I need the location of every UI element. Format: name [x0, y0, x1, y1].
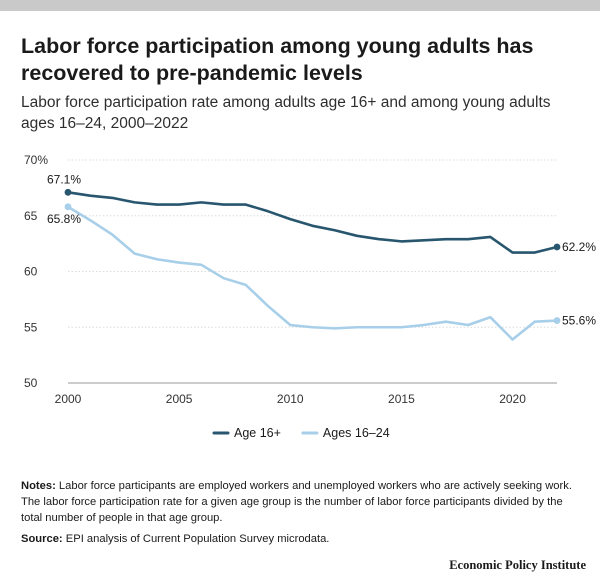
y-tick-label: 70% — [24, 153, 48, 167]
x-axis-ticks: 2000 2005 2010 2015 2020 — [55, 392, 527, 406]
x-tick-label: 2005 — [166, 392, 193, 406]
series-start-point-0 — [64, 188, 72, 196]
series-end-point-0 — [553, 243, 561, 251]
gridlines — [68, 159, 557, 384]
y-tick-label: 55 — [24, 320, 38, 334]
y-tick-label: 60 — [24, 265, 38, 279]
source-label: Source: — [21, 533, 63, 545]
series-line-0 — [66, 191, 559, 254]
notes-label: Notes: — [21, 480, 56, 492]
series-end-label-1: 55.6% — [562, 314, 596, 328]
publisher-name: Economic Policy Institute — [449, 558, 586, 572]
x-tick-label: 2015 — [388, 392, 415, 406]
line-chart: 50 55 60 65 70% 2000 2005 2010 2015 2020 67.1% 62… — [24, 153, 596, 440]
source: Source: EPI analysis of Current Populati… — [21, 531, 583, 547]
top-bar — [0, 0, 600, 11]
series-end-point-1 — [553, 317, 561, 324]
source-text: EPI analysis of Current Population Surve… — [62, 533, 330, 545]
x-tick-label: 2000 — [55, 392, 82, 406]
series-line-1 — [66, 205, 559, 341]
chart-subtitle: Labor force participation rate among adu… — [21, 94, 551, 132]
notes: Notes: Labor force participants are empl… — [21, 478, 583, 526]
data-labels: 67.1% 62.2% 65.8% 55.6% — [47, 172, 596, 327]
legend-label-1: Ages 16–24 — [323, 426, 390, 440]
x-tick-label: 2010 — [277, 392, 304, 406]
y-tick-label: 65 — [24, 209, 38, 223]
legend: Age 16+ Ages 16–24 — [212, 426, 390, 440]
y-axis-ticks: 50 55 60 65 70% — [24, 153, 48, 390]
chart-title: Labor force participation among young ad… — [21, 34, 534, 85]
series-start-label-1: 65.8% — [47, 212, 81, 226]
series-start-label-0: 67.1% — [47, 172, 81, 186]
series-points — [64, 188, 561, 324]
legend-label-0: Age 16+ — [234, 426, 281, 440]
series-lines — [66, 191, 559, 341]
series-end-label-0: 62.2% — [562, 240, 596, 254]
x-tick-label: 2020 — [499, 392, 526, 406]
notes-text: Labor force participants are employed wo… — [21, 480, 572, 524]
series-start-point-1 — [64, 203, 72, 211]
y-tick-label: 50 — [24, 376, 38, 390]
